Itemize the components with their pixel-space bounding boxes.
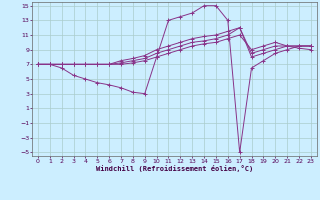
X-axis label: Windchill (Refroidissement éolien,°C): Windchill (Refroidissement éolien,°C) <box>96 165 253 172</box>
